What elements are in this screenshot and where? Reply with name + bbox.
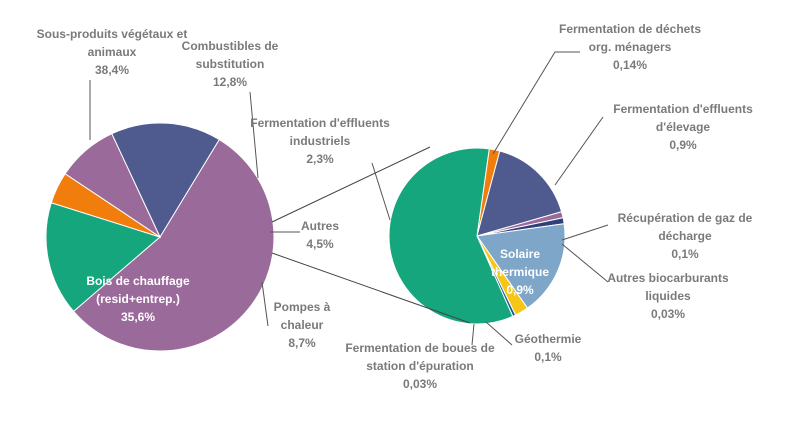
secondary-slice-5 [476, 223, 566, 309]
secondary-leader-8 [371, 162, 391, 221]
connector-line-2 [271, 252, 471, 324]
secondary-leader-6 [485, 321, 513, 346]
main-label-4: Pompes à chaleur 8,7% [274, 300, 331, 350]
main-leader-4 [261, 281, 269, 327]
secondary-label-8: Fermentation d'effluents industriels 2,3% [250, 116, 390, 166]
pie-connector-lines [271, 146, 471, 324]
secondary-label-3: Récupération de gaz de décharge 0,1% [618, 211, 753, 261]
secondary-slice-2 [476, 150, 563, 237]
main-slice-5 [111, 122, 220, 239]
secondary-label-5: Solaire thermique 0,9% [491, 247, 549, 297]
secondary-leader-3 [561, 224, 609, 241]
secondary-leader-7 [471, 323, 475, 346]
connector-line-1 [271, 146, 431, 223]
secondary-label-1: Fermentation de déchets org. ménagers 0,14… [559, 22, 701, 72]
leader-lines [89, 51, 609, 346]
main-label-5: Bois de chauffage (resid+entrep.) 35,6% [86, 274, 190, 324]
secondary-label-2: Fermentation d'effluents d'élevage 0,9% [613, 102, 753, 152]
secondary-slice-8 [388, 147, 514, 325]
slice-labels: Sous-produits végétaux et animaux 38,4%Com… [37, 22, 753, 391]
main-label-2: Combustibles de substitution 12,8% [182, 39, 279, 89]
secondary-label-4: Autres biocarburants liquides 0,03% [607, 271, 729, 321]
main-label-1: Sous-produits végétaux et animaux 38,4% [37, 27, 188, 77]
secondary-leader-1 [492, 51, 580, 155]
main-pie [45, 122, 275, 352]
secondary-leader-4 [561, 243, 609, 283]
main-label-3: Autres 4,5% [301, 219, 339, 251]
main-slice-2 [45, 202, 162, 313]
main-slice-1 [72, 138, 275, 352]
secondary-label-7: Fermentation de boues de station d'épurat… [345, 341, 495, 391]
secondary-pie [388, 147, 566, 325]
secondary-label-6: Géothermie 0,1% [515, 332, 582, 364]
main-leader-2 [249, 91, 259, 179]
secondary-leader-2 [554, 116, 604, 186]
